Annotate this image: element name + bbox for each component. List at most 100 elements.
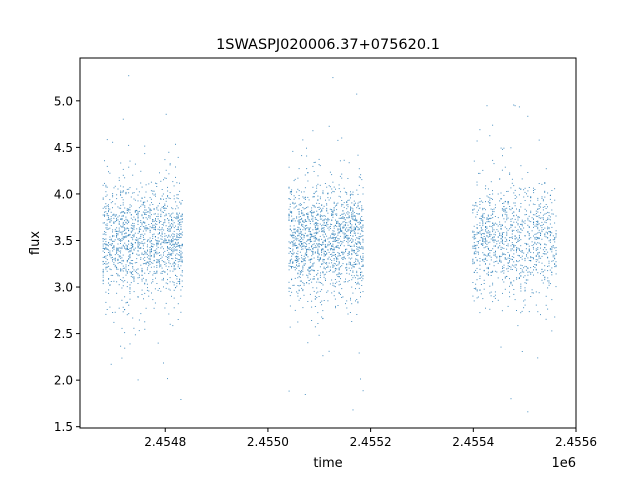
data-point	[314, 240, 316, 242]
data-point	[132, 219, 134, 221]
data-point	[181, 244, 183, 246]
data-point	[133, 278, 135, 280]
data-point	[164, 205, 166, 206]
data-point	[175, 241, 177, 243]
data-point	[120, 207, 122, 209]
data-point	[105, 191, 107, 193]
data-point	[345, 225, 346, 227]
data-point	[179, 281, 181, 283]
data-point	[349, 312, 351, 313]
data-point	[298, 258, 300, 260]
data-point	[527, 190, 529, 192]
data-point	[303, 227, 305, 229]
data-point	[506, 191, 508, 192]
data-point	[356, 272, 358, 274]
data-point	[106, 229, 108, 230]
data-point	[137, 283, 139, 284]
data-point	[330, 223, 331, 225]
data-point	[356, 220, 358, 222]
data-point	[144, 233, 146, 235]
data-point	[313, 278, 315, 280]
data-point	[314, 298, 316, 300]
data-point	[332, 236, 334, 238]
data-point	[165, 177, 167, 179]
data-point	[149, 231, 151, 233]
x-tick-label: 2.4548	[144, 435, 186, 449]
data-point	[122, 226, 124, 228]
data-point	[318, 254, 320, 256]
data-point	[160, 265, 162, 267]
data-point	[333, 210, 335, 212]
data-point	[151, 223, 152, 224]
data-point	[514, 266, 516, 268]
data-point	[302, 233, 304, 235]
data-point	[179, 224, 181, 226]
data-point	[513, 293, 515, 295]
data-point	[509, 296, 511, 298]
data-point	[513, 229, 515, 231]
data-point	[301, 261, 303, 263]
data-point	[528, 311, 530, 313]
data-point	[148, 263, 150, 265]
data-point	[485, 188, 486, 190]
data-point	[495, 251, 496, 253]
x-tick-label: 2.4550	[247, 435, 289, 449]
data-point	[288, 166, 290, 168]
data-point	[504, 211, 506, 213]
data-point	[347, 253, 349, 254]
data-point	[155, 277, 156, 279]
data-point	[348, 263, 350, 265]
data-point	[352, 235, 354, 237]
data-point	[299, 203, 301, 205]
data-point	[291, 189, 293, 191]
data-point	[535, 269, 537, 271]
data-point	[319, 184, 321, 186]
data-point	[105, 241, 107, 243]
data-point	[493, 224, 495, 226]
data-point	[306, 155, 308, 157]
data-point	[319, 207, 321, 209]
data-point	[152, 243, 154, 245]
data-point	[126, 260, 128, 262]
data-point	[518, 240, 520, 242]
data-point	[476, 184, 478, 186]
data-point	[144, 209, 146, 211]
data-point	[298, 270, 300, 272]
data-point	[109, 255, 111, 257]
data-point	[163, 222, 164, 224]
data-point	[534, 264, 536, 265]
data-point	[144, 242, 146, 244]
data-point	[347, 254, 349, 256]
data-point	[476, 279, 478, 281]
data-point	[483, 247, 485, 249]
data-point	[128, 313, 130, 315]
data-point	[138, 210, 140, 212]
data-point	[327, 220, 329, 222]
data-point	[143, 298, 144, 300]
data-point	[177, 220, 179, 222]
data-point	[132, 317, 134, 319]
data-point	[524, 275, 526, 277]
data-point	[121, 357, 123, 359]
data-point	[113, 241, 115, 242]
data-point	[537, 211, 539, 213]
data-point	[483, 254, 485, 256]
data-point	[322, 241, 324, 243]
data-point	[530, 212, 532, 214]
data-point	[533, 257, 534, 259]
data-point	[476, 231, 478, 233]
data-point	[303, 263, 305, 265]
data-point	[362, 253, 364, 254]
data-point	[357, 281, 359, 283]
data-point	[348, 261, 350, 263]
data-point	[497, 299, 499, 301]
data-point	[548, 260, 550, 262]
data-point	[306, 235, 308, 237]
data-point	[524, 282, 526, 284]
data-point	[545, 168, 547, 170]
data-point	[337, 264, 339, 266]
data-point	[487, 274, 489, 276]
data-point	[513, 245, 515, 247]
data-point	[125, 266, 127, 268]
data-point	[332, 230, 334, 232]
